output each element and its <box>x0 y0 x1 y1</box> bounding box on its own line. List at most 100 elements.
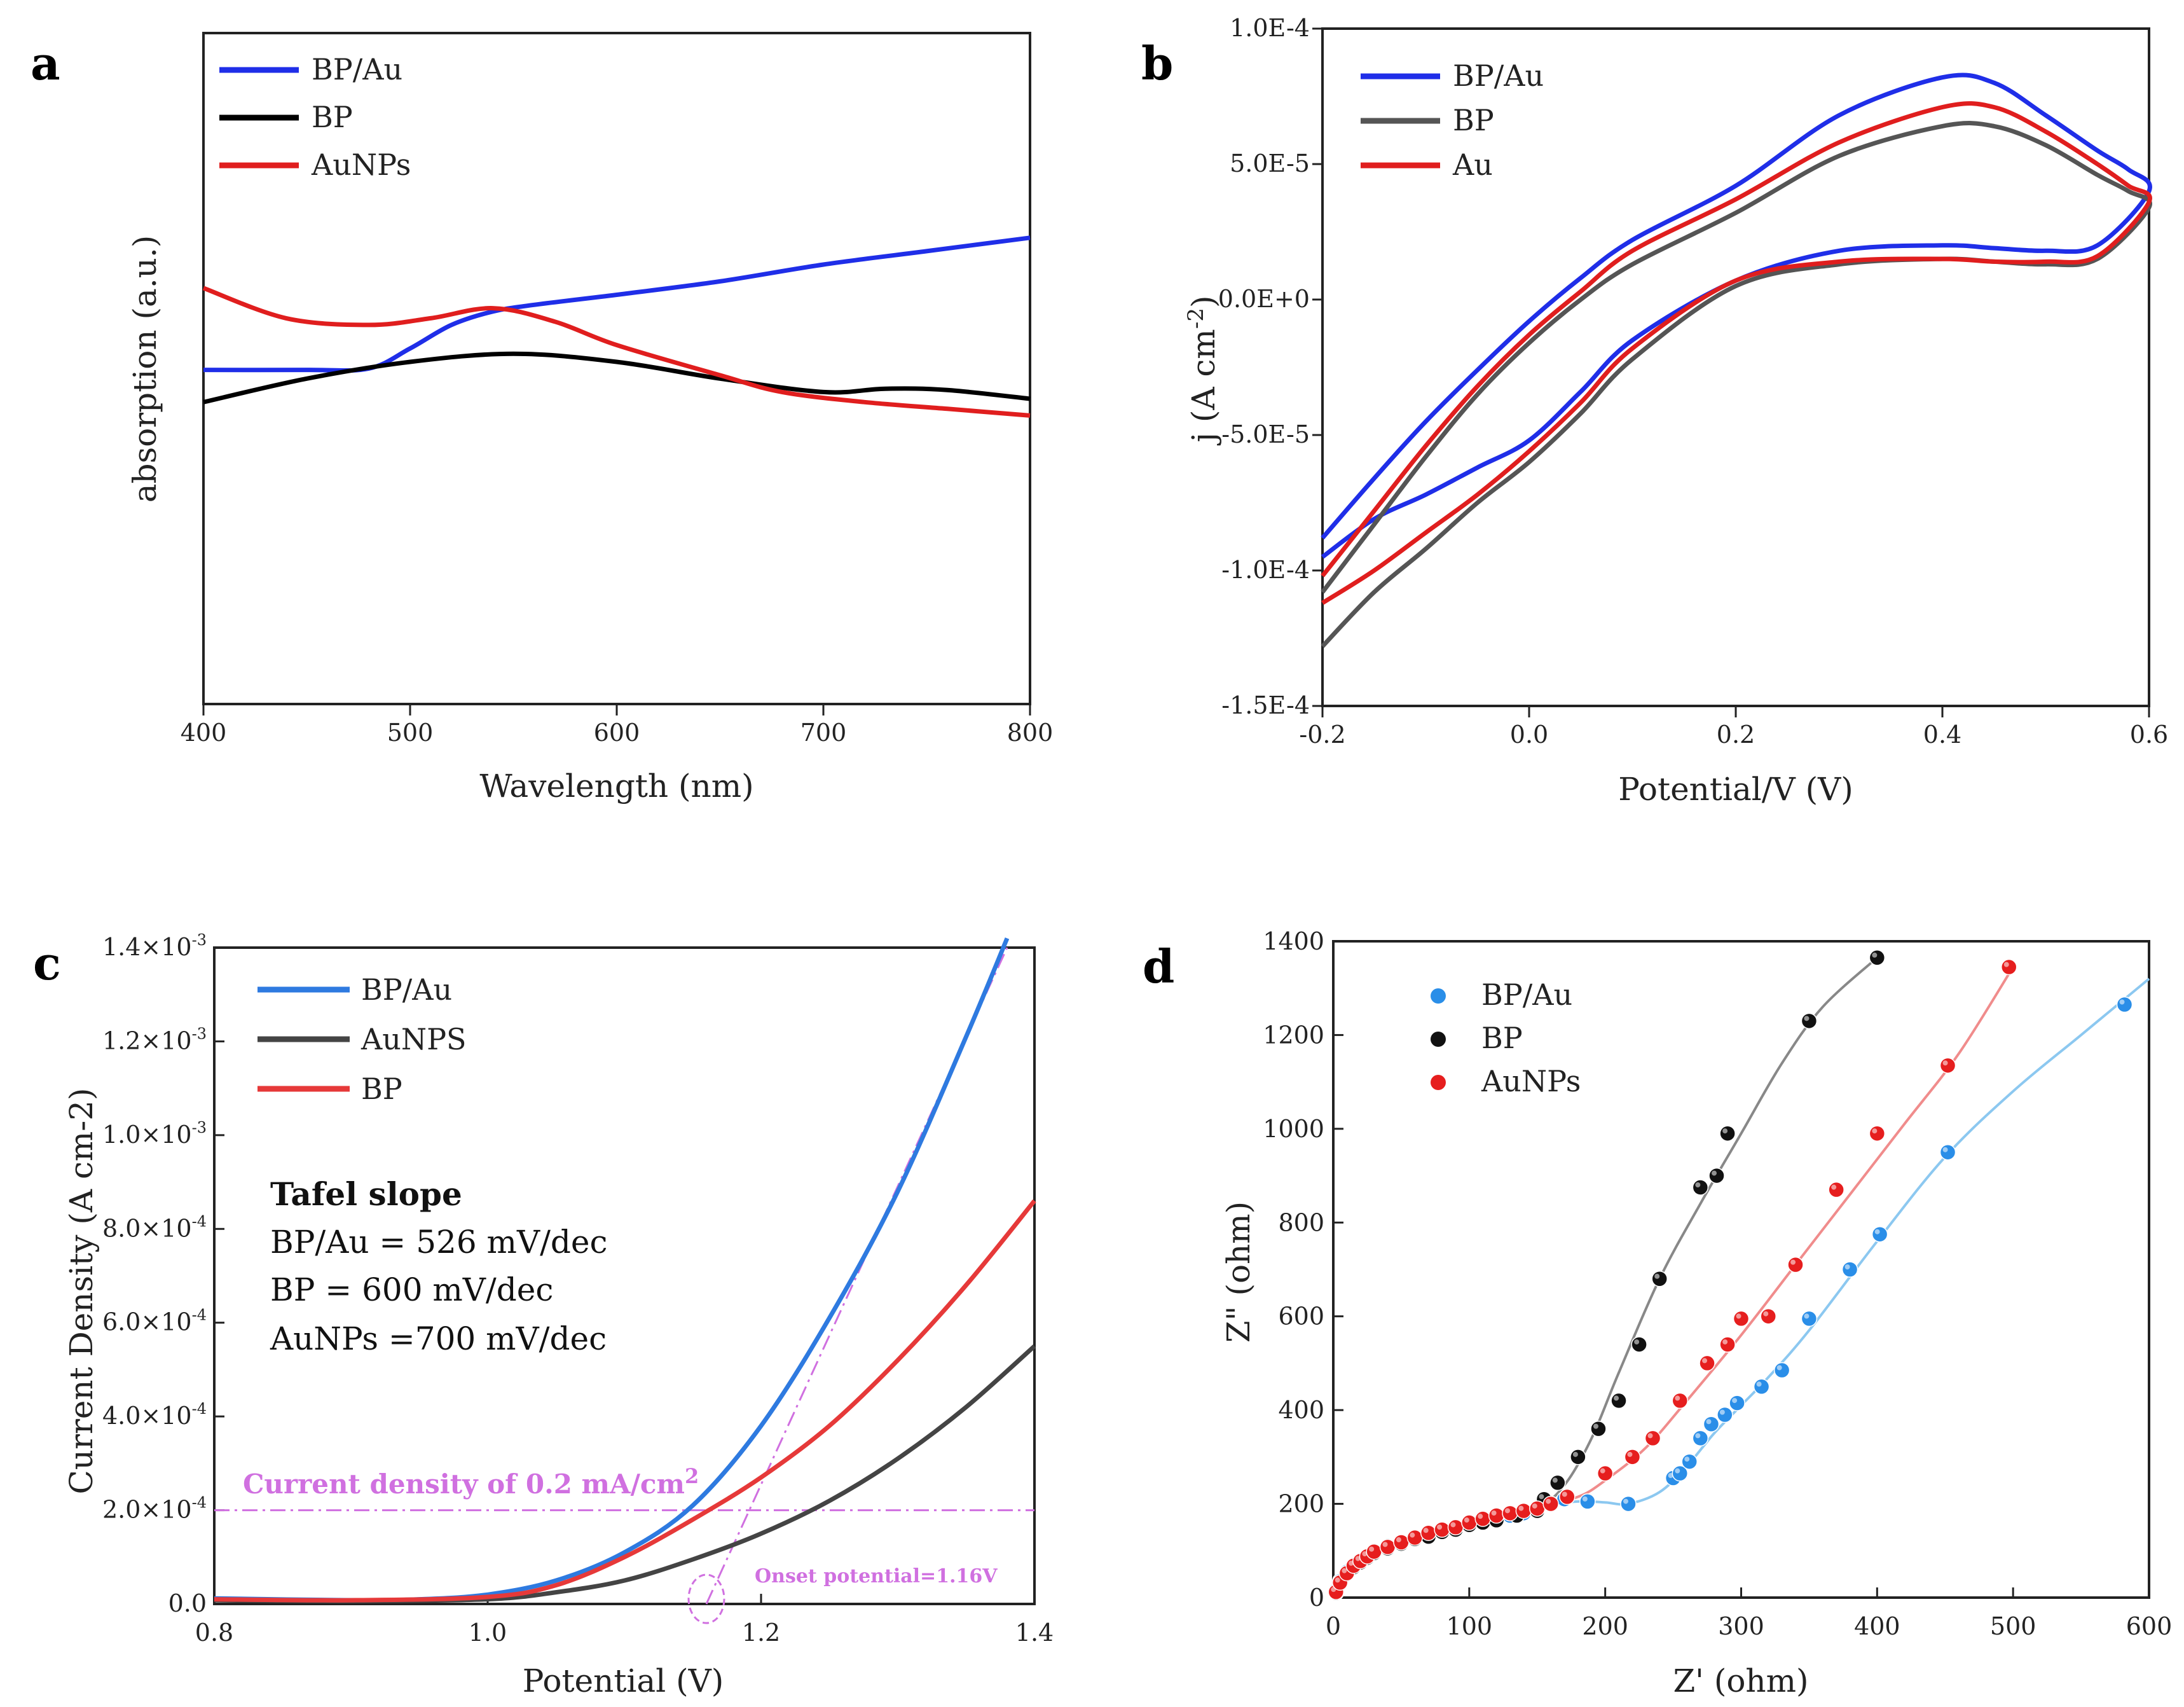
legend-label: AuNPs <box>1481 1064 1581 1098</box>
legend-label: BP <box>1453 103 1494 137</box>
y-tick-labels-b: 1.0E-4 5.0E-5 0.0E+0 -5.0E-5 -1.0E-4 -1.5E-4 <box>1218 14 1322 719</box>
point-highlight <box>1722 1128 1728 1134</box>
onset-marker-circle <box>687 1573 725 1624</box>
point-highlight <box>1504 1508 1510 1514</box>
point-highlight <box>1756 1381 1762 1387</box>
point-highlight <box>1804 1016 1810 1021</box>
point-highlight <box>1369 1546 1375 1552</box>
point-highlight <box>1552 1477 1558 1483</box>
point-highlight <box>1695 1182 1701 1187</box>
x-tick-labels-c: 0.8 1.0 1.2 1.4 <box>195 1594 1054 1647</box>
point-aunps <box>1447 1519 1464 1536</box>
panel-letter-c: c <box>33 936 61 990</box>
legend-label: BP/Au <box>312 52 402 86</box>
x-d-tick-label: 0 <box>1326 1612 1341 1640</box>
point-bp <box>1651 1270 1668 1287</box>
x-a-tick-label: 600 <box>594 719 640 747</box>
point-aunps <box>1760 1308 1777 1325</box>
point-highlight <box>1634 1339 1640 1344</box>
point-highlight <box>1562 1491 1567 1497</box>
point-highlight <box>1654 1273 1660 1279</box>
x-d-tick-label: 500 <box>1990 1612 2036 1640</box>
x-a-tick-label: 800 <box>1007 719 1054 747</box>
point-aunps <box>1644 1430 1661 1447</box>
point-bp <box>1692 1179 1709 1196</box>
y-c-tick-label: 1.4×10-3 <box>102 931 207 961</box>
point-aunps <box>1461 1514 1478 1531</box>
point-highlight <box>1790 1259 1796 1265</box>
point-highlight <box>1582 1496 1588 1502</box>
y-b-tick-label: 5.0E-5 <box>1230 149 1310 177</box>
point-aunps <box>1597 1465 1614 1482</box>
x-b-tick-label: 0.4 <box>1923 721 1961 749</box>
x-c-tick-label: 1.4 <box>1015 1619 1054 1647</box>
current-density-label-main: Current density of 0.2 mA/cm <box>243 1469 685 1500</box>
tafel-line-1: BP/Au = 526 mV/dec <box>270 1224 608 1261</box>
point-aunps <box>1828 1181 1844 1198</box>
panel-c: c 0.8 1.0 1.2 1.4 0.0 2.0×10-4 4.0×10-4 6.0×10… <box>33 931 1054 1699</box>
point-aunps <box>1939 1057 1956 1074</box>
y-axis-title-a: absorption (a.u.) <box>127 235 163 503</box>
point-bp <box>1869 950 1886 966</box>
y-d-tick-label: 0 <box>1309 1584 1324 1612</box>
point-highlight <box>1732 1398 1738 1404</box>
point-aunps <box>1699 1355 1715 1372</box>
onset-label: Onset potential=1.16V <box>755 1565 998 1587</box>
y-axis-title-b-close: ) <box>1185 296 1222 308</box>
legend-label: BP <box>312 100 353 134</box>
point-highlight <box>1396 1537 1401 1543</box>
point-aunps <box>1379 1538 1396 1556</box>
x-axis-title-d: Z' (ohm) <box>1673 1662 1808 1699</box>
series-lines-a <box>202 235 1031 418</box>
point-aunps <box>1502 1505 1518 1522</box>
series-line-bp <box>1321 121 2152 648</box>
point-highlight <box>1804 1313 1810 1319</box>
point-highlight <box>1684 1456 1690 1462</box>
point-bp <box>1719 1125 1736 1142</box>
x-a-tick-label: 700 <box>800 719 847 747</box>
point-aunps <box>1719 1336 1736 1353</box>
point-aunps <box>1869 1125 1886 1142</box>
point-aunps <box>1474 1510 1491 1527</box>
y-c-tick-label: 0.0 <box>168 1589 207 1617</box>
point-highlight <box>1593 1423 1598 1429</box>
current-density-label-sup: 2 <box>685 1464 699 1488</box>
y-c-tick-label: 4.0×10-4 <box>102 1400 207 1430</box>
point-highlight <box>1362 1551 1368 1557</box>
panel-letter-d: d <box>1143 939 1174 993</box>
point-aunps <box>1393 1534 1410 1551</box>
point-highlight <box>1539 1494 1544 1500</box>
y-d-tick-label: 200 <box>1278 1490 1324 1518</box>
legend-d: BP/Au BP AuNPs <box>1431 978 1581 1098</box>
point-bp-au <box>1692 1430 1709 1447</box>
point-highlight <box>1706 1419 1712 1425</box>
series-line-au <box>1321 101 2152 605</box>
y-b-tick-label: -5.0E-5 <box>1221 420 1310 448</box>
legend-b: BP/Au BP Au <box>1361 59 1544 182</box>
x-b-tick-label: 0.0 <box>1510 721 1548 749</box>
legend-label: AuNPS <box>361 1022 467 1056</box>
point-bp <box>1611 1392 1627 1409</box>
series-line-aunps <box>202 286 1031 418</box>
tafel-line-2: BP = 600 mV/dec <box>270 1271 553 1308</box>
point-highlight <box>1410 1532 1415 1538</box>
point-highlight <box>1349 1560 1354 1566</box>
point-highlight <box>1675 1395 1680 1401</box>
point-aunps <box>1488 1507 1505 1524</box>
point-highlight <box>1831 1184 1837 1190</box>
x-d-tick-label: 100 <box>1446 1612 1493 1640</box>
point-highlight <box>1450 1522 1456 1528</box>
point-highlight <box>1546 1498 1551 1504</box>
point-aunps <box>1420 1524 1437 1542</box>
point-bp-au <box>1753 1378 1770 1395</box>
point-highlight <box>1712 1170 1717 1176</box>
x-a-tick-label: 500 <box>387 719 434 747</box>
point-highlight <box>1382 1542 1388 1547</box>
y-c-tick-label: 1.0×10-3 <box>102 1119 207 1149</box>
y-d-tick-label: 800 <box>1278 1208 1324 1236</box>
plot-frame-c <box>213 946 1036 1605</box>
point-bp-au <box>1773 1362 1790 1379</box>
x-axis-title-b: Potential/V (V) <box>1618 771 1853 808</box>
fit-line-aunps <box>1332 966 2014 1599</box>
point-aunps <box>1406 1529 1424 1546</box>
